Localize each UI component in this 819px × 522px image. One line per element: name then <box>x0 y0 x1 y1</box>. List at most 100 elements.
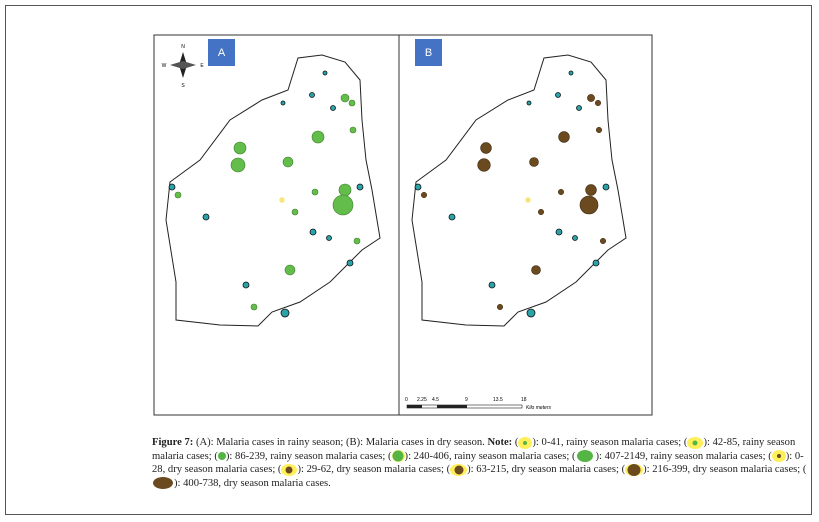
legend-open: ( <box>388 450 392 462</box>
map-a <box>165 54 381 327</box>
legend-icon <box>281 463 298 476</box>
legend-icon <box>217 452 226 461</box>
case-markers <box>168 70 610 318</box>
case-marker <box>284 264 296 276</box>
scale-bar: 0 2.25 4.5 9 13.5 18 Kilo meters <box>405 397 552 411</box>
case-marker <box>526 100 532 106</box>
case-marker <box>488 281 496 289</box>
case-marker <box>529 157 539 167</box>
case-marker <box>576 105 582 111</box>
caption: Figure 7: (A): Malaria cases in rainy se… <box>152 436 807 490</box>
legend-open: ( <box>277 464 282 475</box>
legend-icon <box>771 450 786 463</box>
legend-text: ): 29-62, dry season malaria cases; <box>297 464 444 475</box>
scale-label: 9 <box>465 397 468 403</box>
legend-text: ): 0-41, rainy season malaria cases; <box>532 437 682 448</box>
case-marker <box>322 70 328 76</box>
case-marker <box>592 259 600 267</box>
case-marker <box>356 183 364 191</box>
case-marker <box>558 131 570 143</box>
case-marker <box>202 213 210 221</box>
legend-text: ): 63-215, dry season malaria cases; <box>467 464 619 475</box>
panel-label: B <box>425 47 432 59</box>
figure-label: Figure 7: <box>152 437 194 448</box>
case-marker <box>282 156 294 168</box>
case-marker <box>585 184 597 196</box>
legend-open: ( <box>683 437 688 448</box>
case-marker <box>595 127 602 134</box>
case-marker <box>280 100 286 106</box>
case-marker <box>242 281 250 289</box>
legend-icon <box>575 450 595 463</box>
compass-s: S <box>181 83 185 89</box>
compass-n: N <box>181 44 185 50</box>
case-marker <box>168 183 176 191</box>
case-marker <box>326 235 332 241</box>
case-marker <box>280 308 290 318</box>
case-marker <box>572 235 578 241</box>
region-outline <box>165 54 381 327</box>
caption-text: (A): Malaria cases in rainy season; (B):… <box>195 437 485 448</box>
case-marker <box>309 228 317 236</box>
case-marker <box>594 100 601 107</box>
case-marker <box>340 93 350 103</box>
case-marker <box>448 213 456 221</box>
scale-label: 0 <box>405 397 408 403</box>
map-frame <box>153 34 653 416</box>
figure-frame <box>5 5 812 515</box>
map-b <box>411 54 627 327</box>
case-marker <box>174 191 182 199</box>
case-marker <box>496 303 503 310</box>
case-marker <box>557 189 564 196</box>
scale-label: 2.25 <box>417 397 427 403</box>
case-marker <box>537 209 544 216</box>
legend-icon <box>518 436 533 449</box>
compass: N S E W <box>162 44 205 89</box>
legend-text: ): 0-28, dry season malaria cases; <box>152 450 804 476</box>
panel-label: A <box>218 47 226 59</box>
panel-label-box <box>415 39 442 66</box>
scale-label: 4.5 <box>432 397 439 403</box>
legend-open: ( <box>621 464 626 475</box>
legend-text: ): 42-85, rainy season malaria cases; <box>152 437 796 462</box>
legend-open: ( <box>802 464 807 475</box>
case-marker <box>579 195 599 215</box>
legend-open: ( <box>514 437 519 448</box>
legend-icon <box>687 436 704 449</box>
case-marker <box>349 126 357 134</box>
scale-label: 13.5 <box>493 397 503 403</box>
legend-open: ( <box>446 464 451 475</box>
case-marker <box>311 188 319 196</box>
legend-open: ( <box>768 450 772 462</box>
compass-w: W <box>162 63 167 69</box>
legend: (): 0-41, rainy season malaria cases; ()… <box>152 436 807 490</box>
legend-text: ): 86-239, rainy season malaria cases; <box>225 450 386 462</box>
case-marker <box>346 259 354 267</box>
case-marker <box>531 265 541 275</box>
case-marker <box>602 183 610 191</box>
case-marker <box>233 141 247 155</box>
legend-text: ): 400-738, dry season malaria cases. <box>174 477 331 489</box>
case-marker <box>587 94 595 102</box>
case-marker <box>568 70 574 76</box>
case-marker <box>330 105 336 111</box>
region-outline <box>411 54 627 327</box>
case-marker <box>338 183 352 197</box>
case-marker <box>599 238 606 245</box>
scale-unit: Kilo meters <box>526 405 552 411</box>
legend-text: ): 407-2149, rainy season malaria cases; <box>595 450 766 462</box>
legend-icon <box>391 450 405 463</box>
scale-bar-seg <box>437 405 467 408</box>
panel-label-box <box>208 39 235 66</box>
case-marker <box>477 158 491 172</box>
legend-open: ( <box>571 450 576 462</box>
case-marker <box>480 142 492 154</box>
case-marker <box>311 130 325 144</box>
case-marker <box>250 303 258 311</box>
compass-needle <box>170 61 196 69</box>
case-marker <box>353 237 361 245</box>
case-marker <box>309 92 315 98</box>
note-label: Note: <box>487 437 513 448</box>
legend-text: ): 216-399, dry season malaria cases; <box>643 464 801 475</box>
